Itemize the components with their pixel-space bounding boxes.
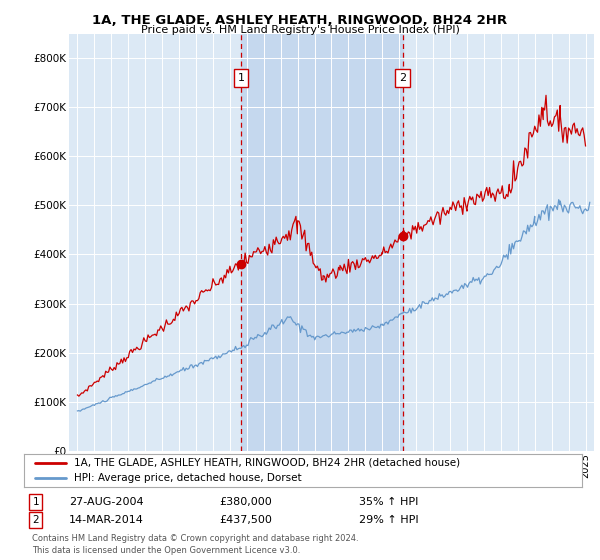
Bar bbox=[241, 34, 403, 451]
Text: £380,000: £380,000 bbox=[220, 497, 272, 507]
Text: 29% ↑ HPI: 29% ↑ HPI bbox=[359, 515, 418, 525]
Text: £437,500: £437,500 bbox=[220, 515, 272, 525]
Text: 35% ↑ HPI: 35% ↑ HPI bbox=[359, 497, 418, 507]
Text: 27-AUG-2004: 27-AUG-2004 bbox=[68, 497, 143, 507]
Text: 1: 1 bbox=[238, 73, 244, 83]
Text: 1: 1 bbox=[32, 497, 39, 507]
Text: HPI: Average price, detached house, Dorset: HPI: Average price, detached house, Dors… bbox=[74, 473, 302, 483]
Text: This data is licensed under the Open Government Licence v3.0.: This data is licensed under the Open Gov… bbox=[32, 546, 301, 555]
Text: Price paid vs. HM Land Registry's House Price Index (HPI): Price paid vs. HM Land Registry's House … bbox=[140, 25, 460, 35]
Text: 2: 2 bbox=[32, 515, 39, 525]
Text: 2: 2 bbox=[399, 73, 406, 83]
Text: 1A, THE GLADE, ASHLEY HEATH, RINGWOOD, BH24 2HR (detached house): 1A, THE GLADE, ASHLEY HEATH, RINGWOOD, B… bbox=[74, 458, 460, 468]
Text: 1A, THE GLADE, ASHLEY HEATH, RINGWOOD, BH24 2HR: 1A, THE GLADE, ASHLEY HEATH, RINGWOOD, B… bbox=[92, 14, 508, 27]
Text: Contains HM Land Registry data © Crown copyright and database right 2024.: Contains HM Land Registry data © Crown c… bbox=[32, 534, 359, 543]
Text: 14-MAR-2014: 14-MAR-2014 bbox=[68, 515, 143, 525]
